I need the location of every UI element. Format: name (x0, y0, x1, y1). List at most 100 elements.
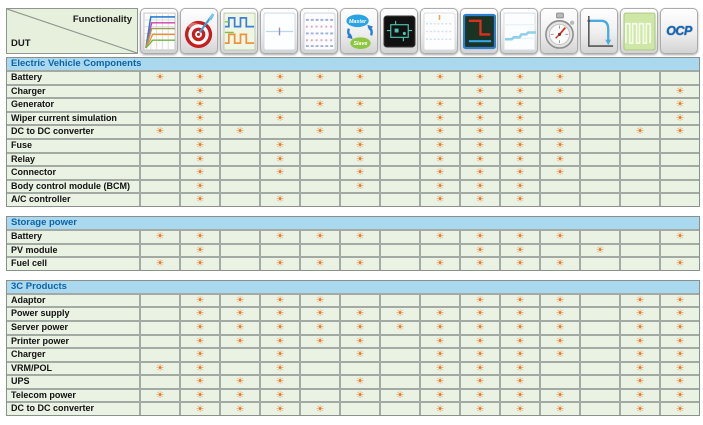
support-mark-sun-icon: ☀ (515, 321, 525, 333)
matrix-cell (581, 230, 619, 243)
row-label: Connector (7, 167, 139, 179)
pulse-train-icon[interactable] (620, 8, 658, 54)
section-header: Electric Vehicle Components (7, 58, 699, 70)
matrix-cell: ☀ (661, 294, 699, 307)
matrix-cell: ☀ (181, 258, 219, 270)
matrix-cell: ☀ (621, 389, 659, 402)
support-mark-sun-icon: ☀ (555, 85, 565, 97)
corner-cell: Functionality DUT (6, 8, 138, 54)
rising-trend-icon-glyph (502, 12, 536, 50)
support-mark-sun-icon: ☀ (435, 362, 445, 374)
ocp-icon[interactable]: OCP (660, 8, 698, 54)
current-limit-curve-icon[interactable] (580, 8, 618, 54)
matrix-cell: ☀ (301, 126, 339, 138)
matrix-cell (621, 230, 659, 243)
matrix-cell: ☀ (621, 349, 659, 361)
matrix-header: Functionality DUT Master Slave OCP (6, 8, 703, 54)
matrix-cell (381, 99, 419, 111)
matrix-cell: ☀ (181, 153, 219, 166)
matrix-cell: ☀ (301, 72, 339, 84)
matrix-cell: ☀ (421, 139, 459, 152)
matrix-cell (541, 362, 579, 375)
target-icon[interactable] (180, 8, 218, 54)
circuit-screen-icon[interactable] (380, 8, 418, 54)
iv-curves-icon[interactable] (140, 8, 178, 54)
matrix-cell: ☀ (461, 294, 499, 307)
support-mark-sun-icon: ☀ (435, 167, 445, 179)
matrix-cell (341, 194, 379, 206)
matrix-cell (141, 294, 179, 307)
master-slave-icon[interactable]: Master Slave (340, 8, 378, 54)
matrix-cell (221, 167, 259, 179)
support-mark-sun-icon: ☀ (275, 349, 285, 361)
matrix-cell: ☀ (341, 389, 379, 402)
matrix-cell: ☀ (341, 167, 379, 179)
matrix-cell: ☀ (541, 403, 579, 416)
dotted-trace-icon[interactable] (420, 8, 458, 54)
matrix-cell: ☀ (261, 321, 299, 334)
blank-display-icon[interactable] (260, 8, 298, 54)
matrix-cell (381, 294, 419, 307)
matrix-cell: ☀ (661, 230, 699, 243)
support-mark-sun-icon: ☀ (275, 230, 285, 242)
support-mark-sun-icon: ☀ (635, 376, 645, 388)
matrix-cell: ☀ (261, 389, 299, 402)
support-mark-sun-icon: ☀ (555, 258, 565, 270)
support-mark-sun-icon: ☀ (315, 99, 325, 111)
support-mark-sun-icon: ☀ (675, 112, 685, 124)
matrix-cell: ☀ (341, 126, 379, 138)
matrix-cell: ☀ (181, 194, 219, 206)
matrix-cell: ☀ (141, 126, 179, 138)
support-mark-sun-icon: ☀ (475, 308, 485, 320)
matrix-cell: ☀ (501, 362, 539, 375)
matrix-cell (301, 167, 339, 179)
matrix-cell (141, 403, 179, 416)
row-label: Wiper current simulation (7, 112, 139, 125)
square-waveforms-icon[interactable] (220, 8, 258, 54)
matrix-cell: ☀ (461, 403, 499, 416)
master-slave-icon-glyph: Master Slave (345, 14, 373, 49)
waveform-list-icon[interactable] (300, 8, 338, 54)
support-mark-sun-icon: ☀ (515, 180, 525, 192)
matrix-cell: ☀ (221, 389, 259, 402)
matrix-cell: ☀ (541, 167, 579, 179)
matrix-cell: ☀ (221, 308, 259, 320)
support-mark-sun-icon: ☀ (275, 112, 285, 124)
support-mark-sun-icon: ☀ (235, 403, 245, 415)
support-mark-sun-icon: ☀ (195, 153, 205, 165)
matrix-cell: ☀ (461, 126, 499, 138)
matrix-cell: ☀ (221, 321, 259, 334)
matrix-cell: ☀ (661, 99, 699, 111)
matrix-cell: ☀ (421, 112, 459, 125)
matrix-cell: ☀ (661, 335, 699, 348)
matrix-cell (381, 230, 419, 243)
matrix-cell: ☀ (341, 180, 379, 193)
stopwatch-icon[interactable] (540, 8, 578, 54)
matrix-cell: ☀ (181, 85, 219, 98)
waveform-list-icon-glyph (302, 12, 336, 50)
matrix-cell: ☀ (341, 139, 379, 152)
support-mark-sun-icon: ☀ (275, 85, 285, 97)
matrix-cell (221, 99, 259, 111)
matrix-cell: ☀ (261, 139, 299, 152)
matrix-cell: ☀ (621, 294, 659, 307)
support-mark-sun-icon: ☀ (155, 230, 165, 242)
support-mark-sun-icon: ☀ (475, 389, 485, 401)
rising-trend-icon[interactable] (500, 8, 538, 54)
matrix-cell (221, 139, 259, 152)
support-mark-sun-icon: ☀ (235, 335, 245, 347)
vi-curve-screen-icon[interactable] (460, 8, 498, 54)
matrix-cell (661, 180, 699, 193)
row-label: Relay (7, 153, 139, 166)
matrix-cell: ☀ (341, 99, 379, 111)
matrix-cell (261, 99, 299, 111)
matrix-cell: ☀ (301, 321, 339, 334)
matrix-cell: ☀ (421, 362, 459, 375)
support-mark-sun-icon: ☀ (475, 258, 485, 270)
matrix-body: Electric Vehicle Components Battery ☀ ☀ ☀ ☀ ☀ ☀… (6, 57, 703, 417)
support-mark-sun-icon: ☀ (275, 294, 285, 306)
matrix-cell: ☀ (501, 194, 539, 206)
support-mark-sun-icon: ☀ (235, 294, 245, 306)
matrix-cell (581, 112, 619, 125)
support-mark-sun-icon: ☀ (435, 180, 445, 192)
